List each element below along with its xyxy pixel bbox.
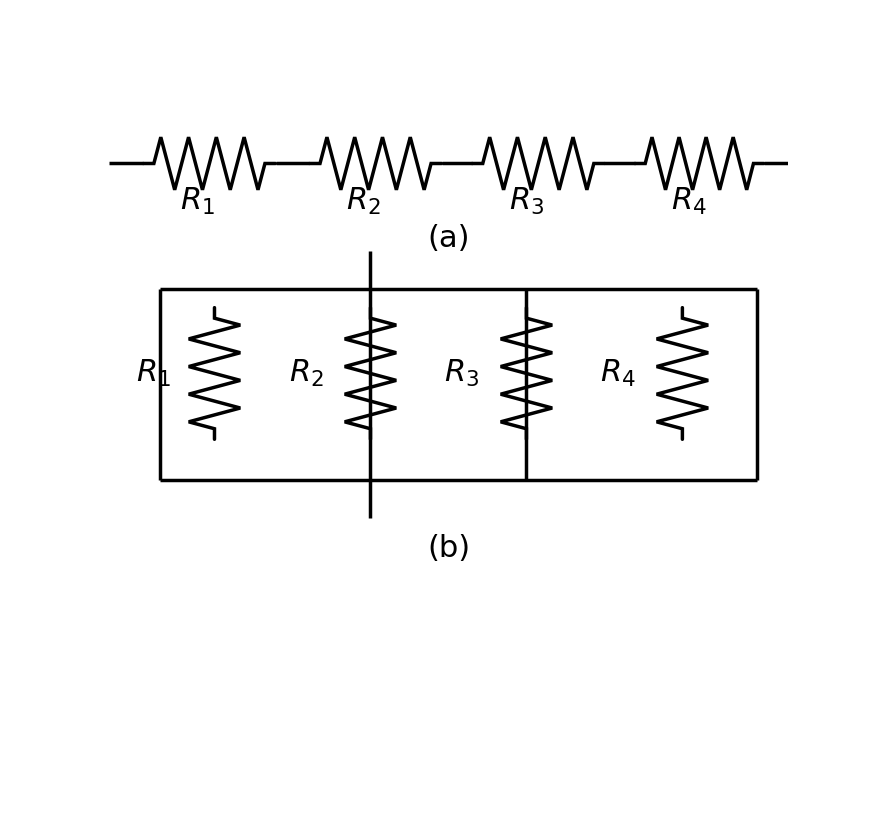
Text: $R_3$: $R_3$ xyxy=(509,186,544,217)
Text: $R_1$: $R_1$ xyxy=(180,186,215,217)
Text: $R_3$: $R_3$ xyxy=(444,358,480,389)
Text: (a): (a) xyxy=(427,224,470,253)
Text: $R_1$: $R_1$ xyxy=(136,358,171,389)
Text: $R_4$: $R_4$ xyxy=(600,358,636,389)
Text: (b): (b) xyxy=(427,535,470,563)
Text: $R_4$: $R_4$ xyxy=(671,186,707,217)
Text: $R_2$: $R_2$ xyxy=(289,358,324,389)
Text: $R_2$: $R_2$ xyxy=(346,186,381,217)
